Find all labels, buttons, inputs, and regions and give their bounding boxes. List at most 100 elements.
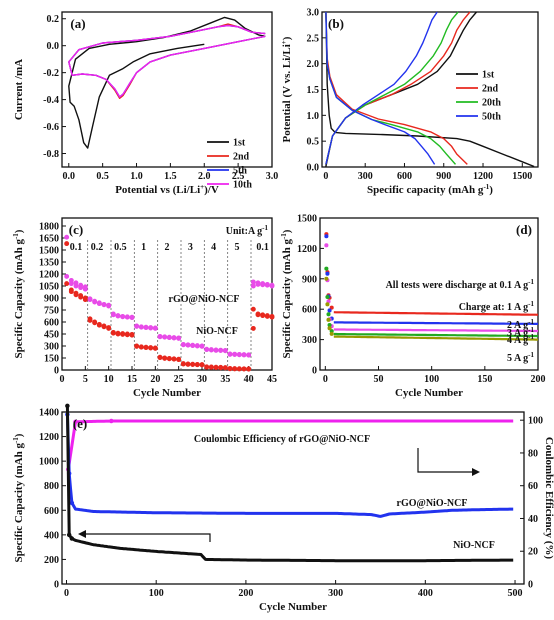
unit-label: Unit:A g-1: [226, 224, 269, 237]
rate-point-discharge-rGO@NiO-NCF: [176, 335, 182, 341]
rate-point-discharge-NiO-NCF: [82, 297, 88, 303]
y-tick-label: 1200: [39, 270, 59, 281]
legend-label-2nd: 2nd: [482, 84, 499, 95]
x-tick-label: 200: [238, 588, 253, 599]
y-tick-label: 0.5: [307, 137, 320, 148]
rate-point-discharge-rGO@NiO-NCF: [106, 303, 112, 309]
legend-label-20th: 20th: [482, 98, 501, 109]
rate-point-discharge-rGO@NiO-NCF: [199, 343, 205, 349]
y-tick-label: 900: [302, 274, 317, 285]
rate-point-discharge-rGO@NiO-NCF: [218, 348, 224, 354]
rate-point-discharge-rGO@NiO-NCF: [134, 323, 140, 329]
rate-point-discharge-rGO@NiO-NCF: [255, 281, 261, 287]
rate-point-discharge-NiO-NCF: [236, 366, 242, 372]
charge-curve-50th: [325, 11, 438, 165]
annotation-5a: 5 A g-1: [507, 351, 534, 364]
rate-point-discharge-rGO@NiO-NCF: [250, 283, 256, 289]
y-tick-label: -0.6: [43, 122, 59, 133]
y-axis-label-d: Specific Capacity (mAh g-1): [280, 229, 293, 358]
rate-point-discharge-NiO-NCF: [171, 356, 177, 362]
y2-tick-label: 100: [528, 416, 543, 427]
y2-axis-label-e: Coulombic Efficiency (%): [543, 437, 554, 560]
rate-point-discharge-rGO@NiO-NCF: [246, 352, 252, 358]
x-tick-label: 200: [531, 374, 546, 385]
rate-label: 0.1: [256, 242, 269, 253]
rate-point-discharge-rGO@NiO-NCF: [171, 335, 177, 341]
y-tick-label: 900: [44, 294, 59, 305]
y-tick-label: -0.4: [43, 95, 59, 106]
y-tick-label: 0.0: [307, 163, 320, 174]
y2-tick-label: 20: [528, 547, 538, 558]
arrow-head-left: [78, 530, 86, 538]
rate-point-discharge-NiO-NCF: [68, 289, 74, 295]
x-axis-label-a: Potential vs (Li/Li+)/V: [115, 183, 219, 196]
y-tick-label: 300: [302, 335, 317, 346]
rate-point-discharge-rGO@NiO-NCF: [148, 325, 154, 331]
x-tick-label: 30: [197, 374, 207, 385]
x-tick-label: 5: [83, 374, 88, 385]
discharge-curve-1st: [325, 11, 535, 168]
y-tick-label: 2.0: [307, 59, 320, 70]
rate-point-discharge-rGO@NiO-NCF: [124, 314, 130, 320]
rate-point-discharge-NiO-NCF: [73, 292, 79, 298]
rate-label: 0.1: [70, 242, 83, 253]
rate-point-discharge-rGO@NiO-NCF: [190, 343, 196, 349]
rate-point-discharge-rGO@NiO-NCF: [87, 297, 93, 303]
rate-point-discharge-NiO-NCF: [143, 345, 149, 351]
rate-point-charge-rGO@NiO-NCF: [250, 279, 256, 285]
rate-point-discharge-NiO-NCF: [250, 325, 256, 331]
rate-point-discharge-NiO-NCF: [232, 366, 238, 372]
cycle-trace-4 A g-1: [333, 332, 539, 338]
rate-point-discharge-NiO-NCF: [78, 294, 84, 300]
cycle-point-4 A g-1: [324, 266, 329, 271]
series-label-nio: NiO-NCF: [196, 326, 238, 337]
rate-point-discharge-NiO-NCF: [162, 355, 168, 361]
rate-point-discharge-NiO-NCF: [269, 314, 275, 320]
cycle-point-5 A g-1: [326, 317, 331, 322]
rate-point-discharge-NiO-NCF: [124, 332, 130, 338]
cycle-trace-2 A g-1: [333, 321, 538, 325]
y-tick-label: 1200: [39, 432, 59, 443]
plot-frame: [319, 217, 539, 371]
legend-label-5th: 5th: [233, 166, 247, 177]
cycle-point-2 A g-1: [325, 271, 330, 276]
rate-label: 4: [211, 242, 216, 253]
rate-point-discharge-rGO@NiO-NCF: [185, 342, 191, 348]
rate-point-discharge-NiO-NCF: [176, 357, 182, 363]
y-axis-label-e: Specific Capacity (mAh g-1): [12, 433, 25, 562]
cycle-trace-5 A g-1: [333, 335, 538, 341]
cycle-point-2 A g-1: [324, 234, 329, 239]
x-tick-label: 500: [508, 588, 523, 599]
x-axis-label-d: Cycle Number: [395, 387, 463, 399]
y-tick-label: -0.8: [43, 149, 59, 160]
rate-point-discharge-rGO@NiO-NCF: [82, 286, 88, 292]
panel-label-b: (b): [328, 16, 344, 31]
x-tick-label: 1.0: [130, 171, 143, 182]
legend-label-1st: 1st: [233, 138, 246, 149]
rate-point-discharge-rGO@NiO-NCF: [96, 301, 102, 307]
panel-label-d: (d): [516, 222, 532, 237]
arrow-to-right-axis: [417, 448, 472, 473]
x-tick-label: 600: [397, 171, 412, 182]
rate-label: 1: [141, 242, 146, 253]
cycle-point-2 A g-1: [327, 308, 332, 313]
cycle-trace-1 A g-1: [333, 311, 539, 316]
y-tick-label: 0.2: [47, 14, 60, 25]
y-tick-label: 2.5: [307, 33, 320, 44]
y-tick-label: 450: [44, 330, 59, 341]
rate-point-discharge-NiO-NCF: [190, 362, 196, 368]
rate-point-discharge-rGO@NiO-NCF: [152, 325, 158, 331]
rate-point-discharge-NiO-NCF: [222, 365, 228, 371]
rate-label: 5: [235, 242, 240, 253]
y-tick-label: 0.0: [47, 41, 60, 52]
rate-point-discharge-rGO@NiO-NCF: [115, 313, 121, 319]
y-tick-label: 750: [44, 306, 59, 317]
y-tick-label: 200: [44, 555, 59, 566]
panel-label-e: (e): [73, 416, 87, 431]
rate-point-discharge-NiO-NCF: [106, 325, 112, 331]
cv-curve-1st: [68, 16, 266, 149]
rate-point-discharge-NiO-NCF: [199, 362, 205, 368]
rate-point-discharge-NiO-NCF: [64, 241, 70, 247]
y-tick-label: 1050: [39, 282, 59, 293]
rate-point-discharge-NiO-NCF: [260, 313, 266, 319]
